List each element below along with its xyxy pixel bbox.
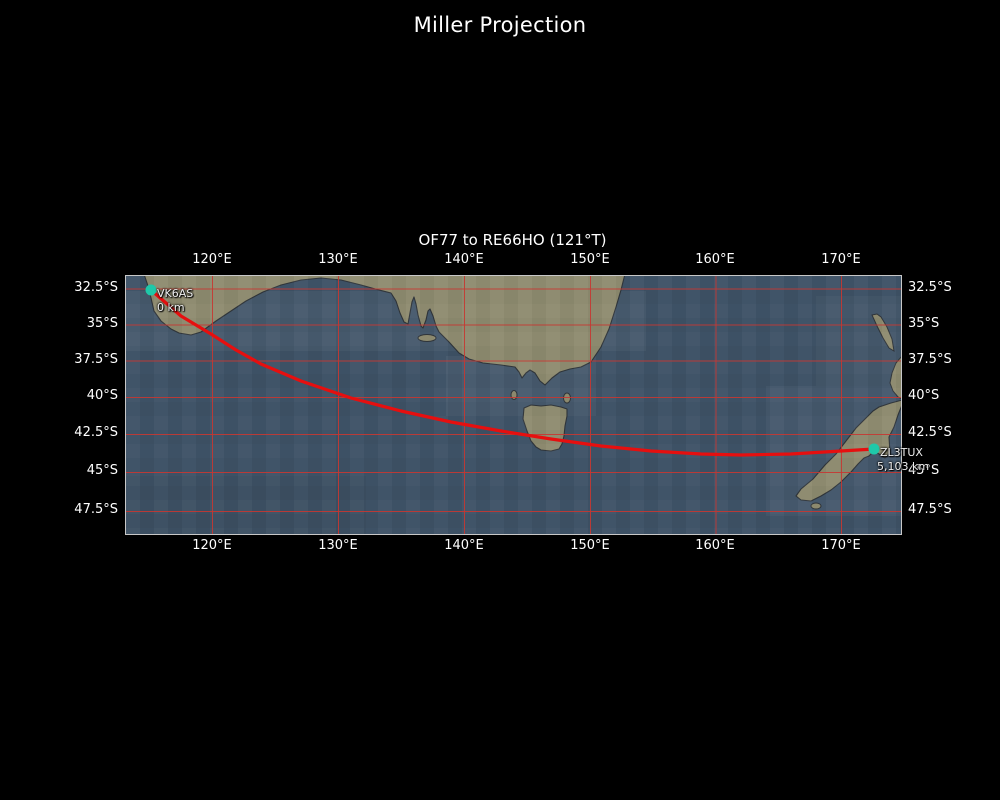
lat-tick-right-42-5s: 42.5°S [908, 425, 952, 440]
map-canvas [126, 276, 901, 534]
map-axes: VK6AS 0 km ZL3TUX 5,103 km [125, 275, 929, 535]
lon-tick-bottom-160e: 160°E [695, 538, 735, 553]
lat-tick-left-37-5s: 37.5°S [74, 352, 118, 367]
lon-tick-top-150e: 150°E [570, 252, 610, 267]
lat-tick-left-35s: 35°S [86, 316, 118, 331]
lon-tick-top-120e: 120°E [192, 252, 232, 267]
lat-tick-left-32-5s: 32.5°S [74, 280, 118, 295]
raster-texture [126, 276, 901, 534]
lat-tick-right-32-5s: 32.5°S [908, 280, 952, 295]
destination-distance-label: 5,103 km [877, 460, 930, 473]
lon-tick-bottom-170e: 170°E [821, 538, 861, 553]
lat-tick-left-42-5s: 42.5°S [74, 425, 118, 440]
lat-tick-right-37-5s: 37.5°S [908, 352, 952, 367]
destination-callsign-label: ZL3TUX [880, 446, 923, 459]
lon-tick-top-140e: 140°E [444, 252, 484, 267]
lon-tick-bottom-120e: 120°E [192, 538, 232, 553]
lon-tick-bottom-150e: 150°E [570, 538, 610, 553]
lat-tick-right-35s: 35°S [908, 316, 940, 331]
page-title: Miller Projection [413, 13, 587, 37]
origin-distance-label: 0 km [157, 301, 185, 314]
graticule-grid [126, 276, 901, 534]
lon-tick-top-130e: 130°E [318, 252, 358, 267]
lat-tick-right-47-5s: 47.5°S [908, 502, 952, 517]
lon-tick-top-160e: 160°E [695, 252, 735, 267]
lon-tick-bottom-130e: 130°E [318, 538, 358, 553]
route-path [149, 288, 876, 457]
lat-tick-right-45s: 45°S [908, 463, 940, 478]
lon-tick-bottom-140e: 140°E [444, 538, 484, 553]
lat-tick-left-45s: 45°S [86, 463, 118, 478]
marker-destination [868, 443, 880, 455]
lat-tick-right-40s: 40°S [908, 388, 940, 403]
lat-tick-left-47-5s: 47.5°S [74, 502, 118, 517]
map-subtitle: OF77 to RE66HO (121°T) [418, 231, 607, 249]
lon-tick-top-170e: 170°E [821, 252, 861, 267]
marker-origin [145, 284, 157, 296]
lat-tick-left-40s: 40°S [86, 388, 118, 403]
origin-callsign-label: VK6AS [157, 287, 194, 300]
